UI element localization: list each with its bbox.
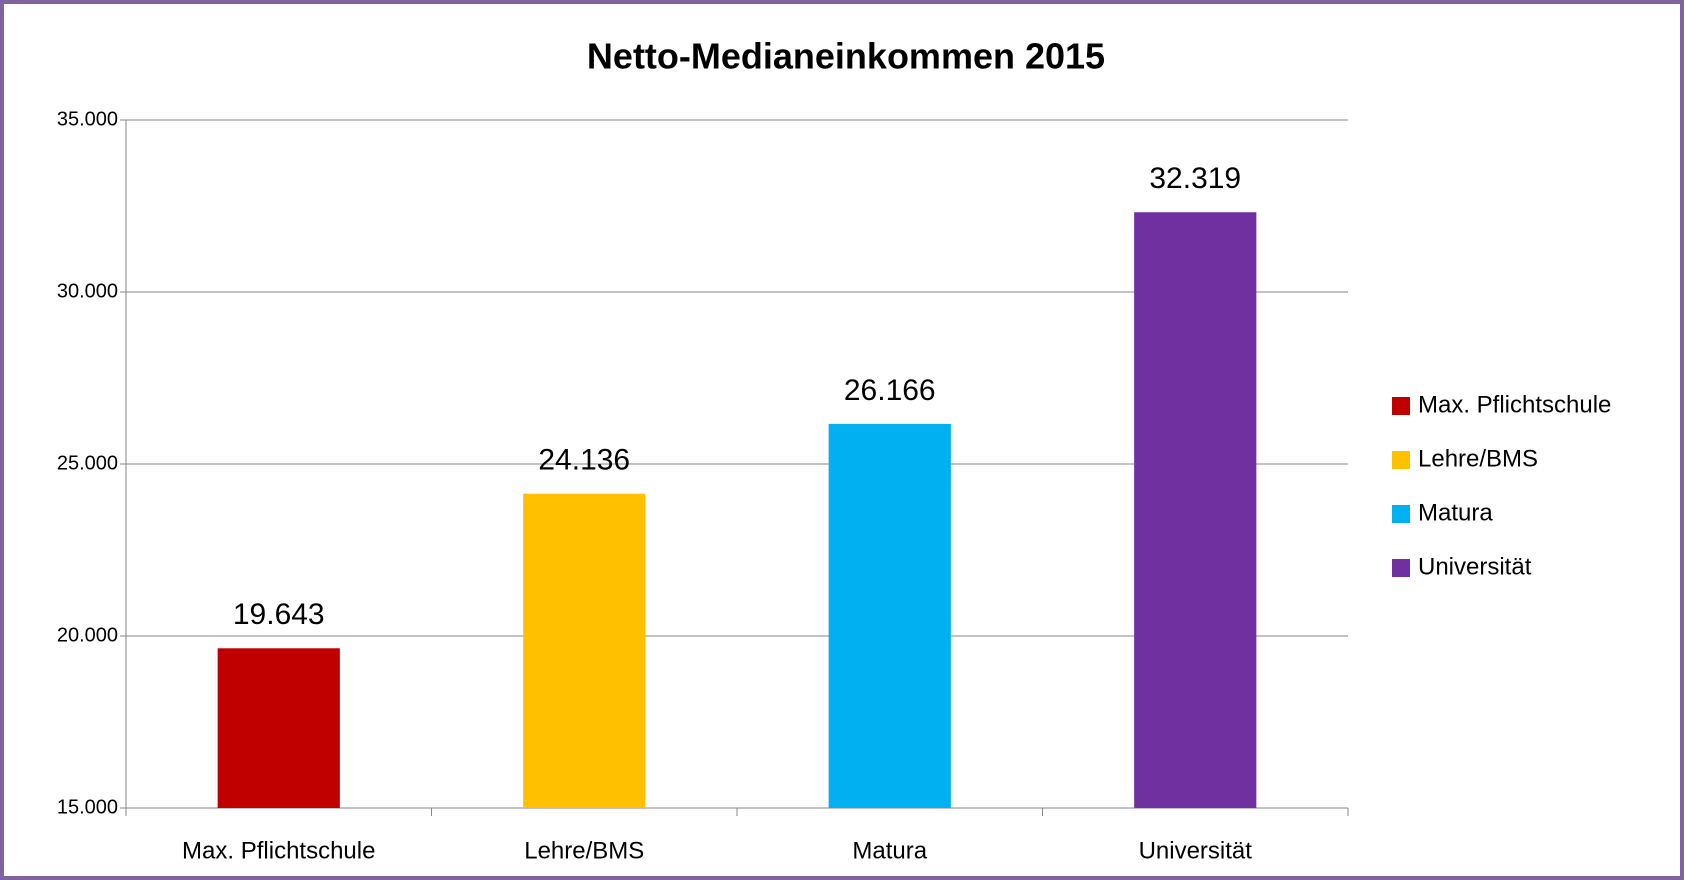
- bar: [217, 648, 340, 808]
- y-tick-label: 35.000: [57, 108, 118, 130]
- legend-swatch: [1392, 397, 1410, 415]
- bar: [1134, 212, 1257, 809]
- legend-swatch: [1392, 451, 1410, 469]
- y-tick-label: 20.000: [57, 624, 118, 646]
- legend-label: Universität: [1418, 553, 1532, 580]
- chart-title: Netto-Medianeinkommen 2015: [587, 36, 1105, 77]
- x-tick-label: Lehre/BMS: [524, 837, 644, 864]
- value-label: 24.136: [538, 444, 630, 477]
- x-tick-label: Matura: [852, 837, 927, 864]
- y-tick-label: 15.000: [57, 796, 118, 818]
- legend-label: Matura: [1418, 499, 1493, 526]
- legend-label: Max. Pflichtschule: [1418, 391, 1611, 418]
- legend-swatch: [1392, 505, 1410, 523]
- x-tick-label: Max. Pflichtschule: [182, 837, 375, 864]
- value-label: 26.166: [844, 374, 936, 407]
- value-label: 19.643: [233, 598, 325, 631]
- legend-label: Lehre/BMS: [1418, 445, 1538, 472]
- value-label: 32.319: [1149, 162, 1241, 195]
- y-tick-label: 30.000: [57, 280, 118, 302]
- legend-swatch: [1392, 559, 1410, 577]
- bar: [523, 493, 646, 808]
- bar: [828, 423, 951, 808]
- x-tick-label: Universität: [1139, 837, 1253, 864]
- y-tick-label: 25.000: [57, 452, 118, 474]
